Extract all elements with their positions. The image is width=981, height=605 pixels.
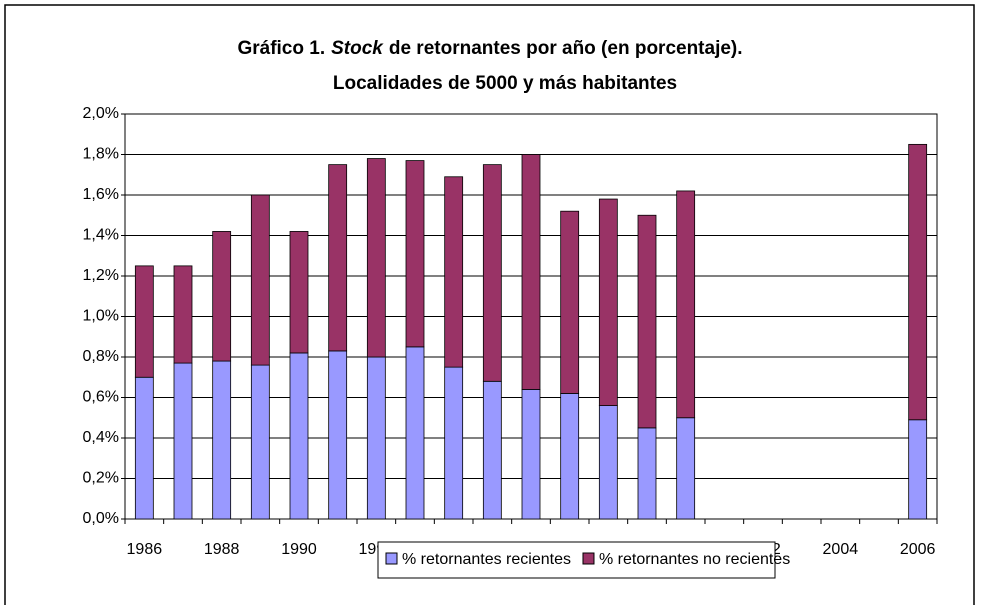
x-tick-label: 2006: [900, 541, 936, 558]
chart-title: Localidades de 5000 y más habitantes: [333, 73, 677, 94]
title-part: Gráfico 1.: [237, 38, 325, 59]
bar-segment: [482, 380, 502, 520]
bar-segment: [250, 364, 270, 520]
x-tick-label: 1988: [204, 541, 240, 558]
bar-segment: [289, 352, 309, 520]
y-tick-label: 2,0%: [83, 105, 119, 122]
legend-box: [377, 541, 776, 579]
y-tick-label: 0,4%: [83, 429, 119, 446]
y-tick-label: 0,0%: [83, 510, 119, 527]
y-tick-label: 1,6%: [83, 186, 119, 203]
x-tick-label: 1986: [127, 541, 163, 558]
legend-swatch: [385, 552, 398, 565]
y-tick-label: 1,4%: [83, 227, 119, 244]
bar-segment: [212, 360, 232, 520]
title-part: de retornantes por año (en porcentaje).: [389, 38, 743, 59]
legend-label: % retornantes recientes: [402, 551, 571, 568]
bar-segment: [908, 419, 928, 520]
y-tick-label: 0,2%: [83, 470, 119, 487]
bar-segment: [289, 231, 309, 354]
bar-segment: [405, 160, 425, 348]
bar-segment: [482, 164, 502, 382]
x-tick-label: 1990: [281, 541, 317, 558]
bar-segment: [173, 265, 193, 364]
bar-segment: [676, 417, 696, 520]
bar-segment: [598, 405, 618, 520]
bar-segment: [444, 176, 464, 368]
bar-segment: [328, 164, 348, 352]
bar-segment: [637, 427, 657, 520]
bar-segment: [328, 350, 348, 520]
bar-segment: [908, 143, 928, 421]
bar-segment: [366, 158, 386, 358]
bar-segment: [134, 376, 154, 520]
bar-segment: [173, 362, 193, 520]
bar-segment: [676, 190, 696, 419]
legend-swatch: [582, 552, 595, 565]
y-tick-label: 1,2%: [83, 267, 119, 284]
bar-segment: [560, 393, 580, 520]
y-tick-label: 1,8%: [83, 146, 119, 163]
legend-label: % retornantes no recientes: [599, 551, 790, 568]
bar-segment: [444, 366, 464, 520]
bar-segment: [598, 198, 618, 407]
bar-segment: [560, 210, 580, 394]
x-tick-label: 2004: [823, 541, 859, 558]
y-tick-label: 1,0%: [83, 308, 119, 325]
title-part: Stock: [331, 38, 384, 59]
bar-segment: [212, 231, 232, 362]
y-tick-label: 0,8%: [83, 348, 119, 365]
bar-segment: [366, 356, 386, 520]
bar-segment: [250, 194, 270, 366]
bar-segment: [521, 388, 541, 520]
bar-segment: [637, 214, 657, 429]
bar-segment: [521, 154, 541, 390]
bar-segment: [405, 346, 425, 520]
chart-title: Gráfico 1. Stock de retornantes por año (e…: [237, 38, 742, 59]
y-tick-label: 0,6%: [83, 389, 119, 406]
bar-segment: [134, 265, 154, 378]
